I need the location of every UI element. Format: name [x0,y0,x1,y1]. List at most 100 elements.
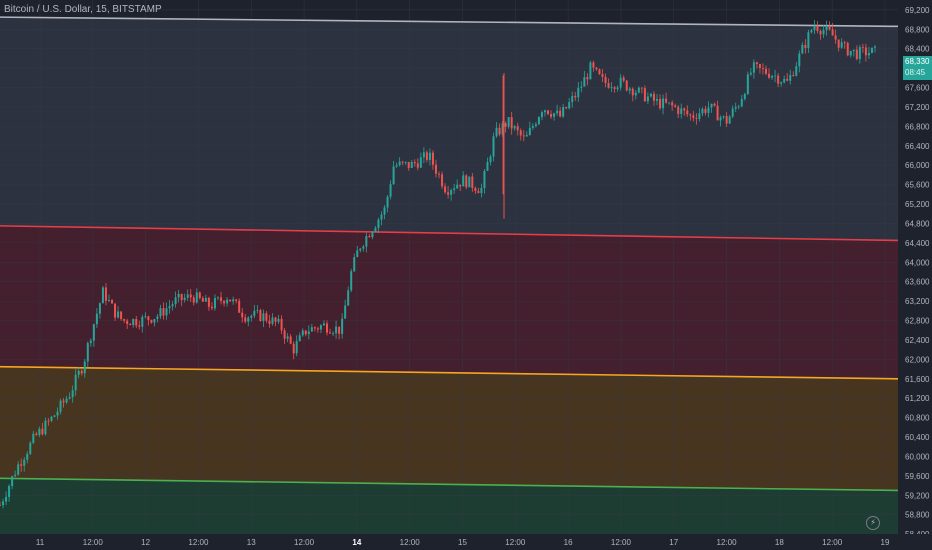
trend-line-green[interactable] [0,477,899,492]
candle-body [550,114,553,117]
candle-body [450,189,453,195]
time-axis-bg [0,534,932,550]
candles [0,20,876,509]
price-tick-label: 69,200 [905,6,930,15]
candle-body [498,127,501,135]
candle-body [447,192,450,195]
trend-line-red[interactable] [0,225,899,242]
candle-body [737,106,740,108]
candle-body [322,323,325,326]
candle-body [480,188,483,194]
candle-body [223,300,226,304]
band-red-orange [0,225,898,379]
candle-body [789,75,792,81]
candle-body [492,136,495,157]
price-tick-label: 62,800 [905,317,930,326]
candle-body [668,102,671,104]
candle-body [235,299,238,301]
candle-body [301,330,304,336]
candle-body [855,49,858,60]
candle-body [483,170,486,189]
candle-body [398,161,401,166]
candle-body [111,300,114,304]
candle-body [53,415,56,417]
candle-body [807,32,810,49]
price-tick-label: 60,400 [905,433,930,442]
time-tick-label: 13 [247,538,256,547]
candle-body [8,485,11,497]
time-tick-label: 12:00 [505,538,526,547]
trend-lines[interactable] [0,16,899,492]
candle-body [26,453,29,460]
candle-body [114,303,117,318]
candle-body [117,311,120,318]
candle-body [758,64,761,68]
candle-body [607,83,610,88]
candle-body [401,161,404,163]
candle-body [207,297,210,307]
candle-body [471,176,474,188]
lightning-icon[interactable]: ⚡ [866,516,880,530]
candle-body [186,294,189,298]
candle-body [786,78,789,81]
candle-body [14,474,17,477]
candle-body [86,343,89,362]
price-tick-label: 59,200 [905,491,930,500]
candle-body [374,227,377,233]
candle-body [619,77,622,88]
candle-body [422,152,425,158]
candle-body [171,304,174,307]
candle-body [810,30,813,33]
time-tick-label: 15 [458,538,467,547]
candle-body [577,87,580,98]
candle-body [232,299,235,302]
price-axis-bg [898,0,932,550]
time-tick-label: 12:00 [294,538,315,547]
candle-body [265,313,268,321]
candle-body [59,400,62,412]
candle-body [407,161,410,168]
symbol-title[interactable]: Bitcoin / U.S. Dollar, 15, BITSTAMP [4,4,162,15]
candle-body [120,311,123,320]
candle-body [719,117,722,121]
candle-body [29,442,32,454]
candle-body [162,308,165,316]
candle-body [344,305,347,319]
candle-body [298,335,301,342]
candle-body [601,74,604,77]
price-tick-label: 66,800 [905,122,930,131]
candle-body [710,103,713,108]
candle-body [825,26,828,31]
price-tick-label: 59,600 [905,472,930,481]
candle-body [743,93,746,99]
candle-body [380,214,383,220]
candle-body [126,320,129,324]
candle-body [864,47,867,56]
trend-line-top[interactable] [0,16,899,28]
candle-body [2,501,5,506]
candle-body [656,98,659,101]
candle-body [104,287,107,301]
price-axis[interactable]: 58,40058,80059,20059,60060,00060,40060,8… [898,0,932,550]
candle-body [547,110,550,115]
candle-body [665,98,668,103]
candle-body [589,62,592,80]
candle-body [495,127,498,137]
candle-body [365,236,368,247]
candle-body [341,318,344,334]
time-axis[interactable]: 11 12:00 12 12:00 13 12:00 14 12:00 15 12:00 16 12:… [0,534,932,550]
candle-body [292,343,295,354]
candle-body [132,318,135,326]
candle-body [822,30,825,35]
candle-body [813,25,816,31]
candle-body [819,31,822,35]
candle-body [583,77,586,87]
candle-body [368,236,371,238]
candle-body [834,35,837,40]
time-tick-label: 12:00 [188,538,209,547]
candle-body [47,420,50,422]
candle-body [274,317,277,322]
candle-body [268,320,271,324]
trend-line-orange[interactable] [0,365,899,380]
